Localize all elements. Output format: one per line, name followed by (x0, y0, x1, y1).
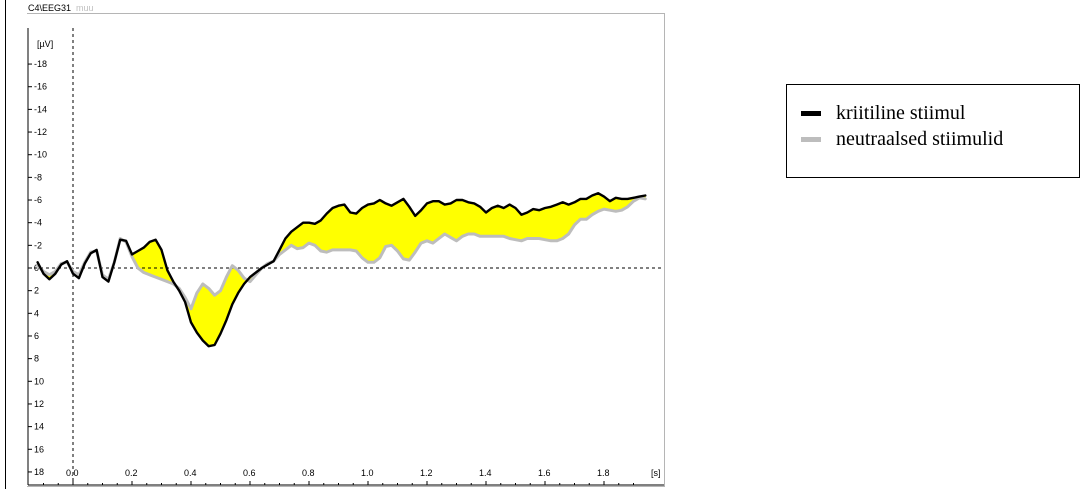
difference-fill-segment (532, 208, 540, 239)
difference-fill-segment (149, 239, 156, 278)
difference-fill-segment (338, 204, 345, 251)
y-unit-label: [µV] (37, 39, 53, 49)
legend-swatch-neutral (801, 136, 821, 142)
difference-fill-segment (367, 203, 375, 263)
difference-fill-segment (544, 206, 552, 242)
x-unit-label: [s] (651, 468, 661, 478)
difference-fill-segment (497, 205, 505, 237)
difference-fill-segment (509, 204, 516, 241)
x-tick-label: 0.8 (302, 468, 315, 478)
legend-item-critical: kriitiline stiimul (801, 101, 965, 125)
difference-fill-segment (580, 198, 587, 220)
x-tick-label: 0.6 (243, 468, 256, 478)
legend-item-neutral: neutraalsed stiimulid (801, 127, 1003, 151)
y-tick-label: 6 (34, 331, 39, 341)
legend: kriitiline stiimul neutraalsed stiimulid (786, 84, 1080, 178)
y-tick-label: 18 (34, 467, 44, 477)
series-line-neutral (36, 196, 647, 311)
difference-fill-segment (473, 202, 481, 237)
difference-fill-segment (556, 201, 564, 242)
difference-fill-segment (426, 200, 434, 244)
series-line-critical (36, 191, 647, 348)
difference-fill-segment (326, 207, 333, 253)
plot-frame (27, 13, 665, 487)
y-tick-label: -8 (34, 172, 42, 182)
series-layer (36, 191, 647, 348)
difference-fill-segment (349, 212, 357, 252)
difference-fill-segment (526, 208, 534, 239)
legend-swatch-critical (801, 110, 821, 116)
page-left-border (5, 0, 6, 489)
x-tick-label: 1.4 (479, 468, 492, 478)
axis-layer: [µV] [s] -18 -16 -14 -12 -10 -8 -6 -4 -2 0 2 4 6 8 10 1… (27, 28, 664, 486)
x-tick-label: 1.0 (361, 468, 374, 478)
difference-fill-segment (373, 199, 381, 263)
x-tick-label: 1.2 (420, 468, 433, 478)
difference-fill-segment (450, 199, 457, 242)
y-tick-label: 14 (34, 422, 44, 432)
difference-fill-segment (208, 287, 215, 347)
y-tick-label: -18 (34, 59, 47, 69)
y-tick-label: -6 (34, 195, 42, 205)
difference-fill-layer (37, 192, 646, 347)
y-tick-label: -12 (34, 127, 47, 137)
y-tick-label: -14 (34, 104, 47, 114)
difference-fill-segment (462, 199, 469, 237)
x-tick-label: 1.6 (538, 468, 551, 478)
x-tick-label: 0.4 (184, 468, 197, 478)
legend-label-critical: kriitiline stiimul (836, 101, 966, 124)
difference-fill-segment (503, 204, 510, 239)
difference-fill-segment (432, 200, 440, 244)
difference-fill-segment (456, 199, 463, 242)
x-tick-label: 1.8 (597, 468, 610, 478)
condition-label: muu (76, 3, 94, 13)
difference-fill-segment (550, 204, 558, 242)
difference-fill-segment (202, 283, 209, 347)
y-tick-label: -2 (34, 240, 42, 250)
difference-fill-segment (538, 207, 546, 241)
y-tick-label: 8 (34, 354, 39, 364)
difference-fill-segment (391, 201, 398, 252)
y-tick-label: 16 (34, 444, 44, 454)
channel-label: C4\EEG31 (28, 3, 71, 13)
difference-fill-segment (385, 202, 392, 247)
difference-fill-segment (361, 204, 369, 263)
difference-fill-segment (491, 205, 499, 237)
y-tick-label: 10 (34, 376, 44, 386)
difference-fill-segment (332, 205, 339, 251)
legend-label-neutral: neutraalsed stiimulid (836, 127, 1004, 150)
y-tick-label: 0 (34, 263, 39, 273)
difference-fill-segment (467, 201, 475, 235)
difference-fill-segment (521, 212, 528, 242)
y-tick-label: 4 (34, 308, 39, 318)
y-tick-label: -16 (34, 82, 47, 92)
x-tick-label: 0.2 (125, 468, 138, 478)
x-tick-label: 0.0 (66, 468, 79, 478)
difference-fill-segment (444, 203, 451, 238)
y-tick-label: -4 (34, 218, 42, 228)
y-tick-label: 12 (34, 399, 44, 409)
y-tick-label: -10 (34, 150, 47, 160)
y-tick-label: 2 (34, 286, 39, 296)
difference-fill-segment (403, 197, 410, 261)
